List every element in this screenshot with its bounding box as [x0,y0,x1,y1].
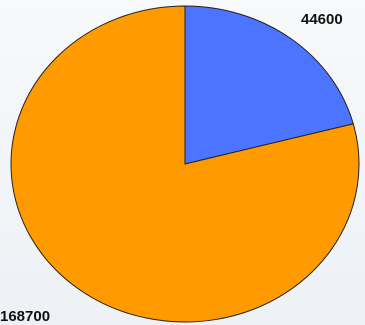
pie-slice-44600 [184,5,354,165]
pie-slice-168700 [10,5,360,323]
labels-layer: 44600 168700 [0,11,343,325]
slices-layer [10,5,360,323]
pie-slice-label-168700: 168700 [0,308,50,325]
pie-slice-label-44600: 44600 [301,11,343,28]
